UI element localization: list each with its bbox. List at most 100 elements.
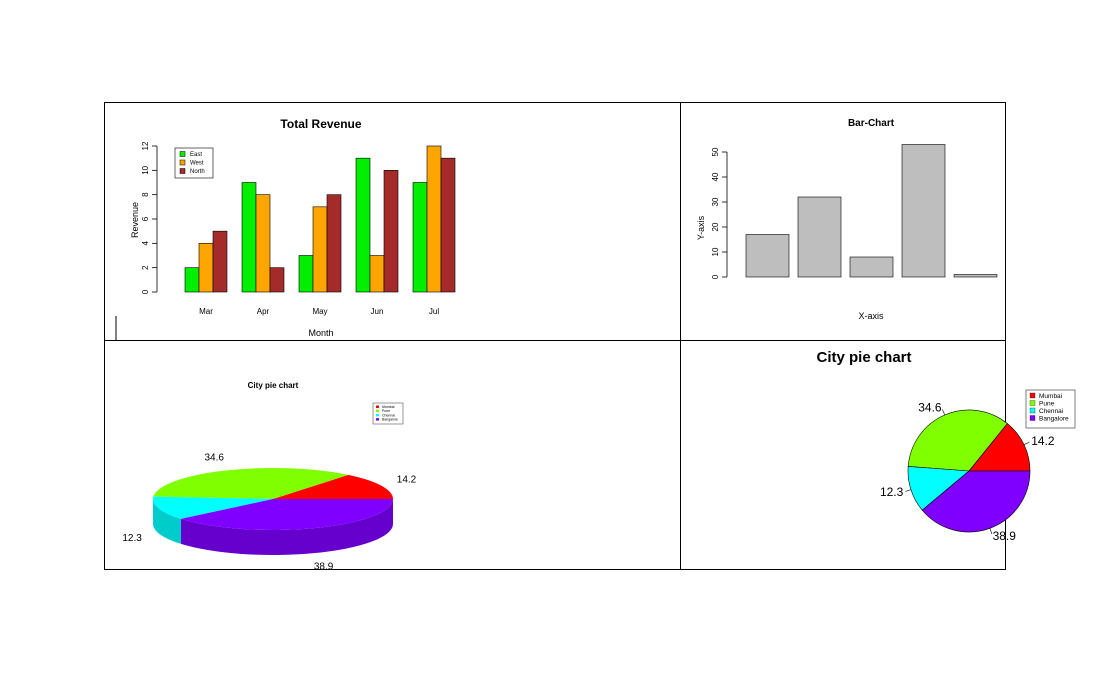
y-tick-label: 50 <box>711 147 720 156</box>
y-tick-label: 4 <box>141 241 150 246</box>
bar-east <box>355 157 371 293</box>
legend-swatch <box>376 418 379 421</box>
legend-label: North <box>190 169 205 175</box>
pie-value-label: 14.2 <box>1031 434 1055 448</box>
bar-west <box>312 206 328 293</box>
bar-chart: Bar-Chart X-axis Y-axis 0 10 20 30 40 50 <box>696 118 998 321</box>
bar-north <box>269 267 285 293</box>
y-tick-label: 20 <box>711 222 720 231</box>
bar-chart-cell: Bar-Chart X-axis Y-axis 0 10 20 30 40 50 <box>681 103 1005 341</box>
legend-label: Chennai <box>382 413 395 417</box>
bar <box>797 196 842 278</box>
pie-slice-pune <box>153 468 349 499</box>
pie-3d-chart: City pie chart 14.2 34.6 12.3 38.9 MumbaiPun… <box>122 381 417 572</box>
chart-title: City pie chart <box>248 381 299 390</box>
bar-west <box>426 145 442 293</box>
legend-box <box>372 402 404 425</box>
legend-label: Mumbai <box>1039 393 1062 400</box>
chart-title: City pie chart <box>816 349 911 366</box>
y-axis-label: Y-axis <box>696 215 706 240</box>
x-tick-label: May <box>312 307 327 316</box>
x-tick-label: Jun <box>371 307 384 316</box>
x-tick-label: Apr <box>257 307 270 316</box>
bar-north <box>326 194 342 293</box>
legend-swatch <box>179 168 186 174</box>
pie-slice-pune <box>907 409 1008 472</box>
pie-3d-plot-area: 14.2 34.6 12.3 38.9 MumbaiPuneChennaiBangalo… <box>122 402 417 572</box>
pie-value-label: 38.9 <box>314 561 334 572</box>
pie-2d-plot-area: 14.2 34.6 12.3 38.9 MumbaiPuneChennaiBangalo… <box>880 389 1076 543</box>
pie-slice-chennai <box>153 496 273 519</box>
legend-swatch <box>1029 407 1036 414</box>
pie-value-label: 12.3 <box>880 485 904 499</box>
x-axis-label: X-axis <box>858 311 884 321</box>
bar-east <box>241 182 257 293</box>
pie-2d-cell: City pie chart 14.2 34.6 12.3 38.9 Mumbai Pun… <box>681 341 1076 569</box>
y-tick-label: 2 <box>141 265 150 270</box>
bar-north <box>212 230 228 293</box>
pie-value-label: 38.9 <box>993 529 1017 543</box>
x-tick-label: Jul <box>429 307 439 316</box>
y-tick-label: 30 <box>711 197 720 206</box>
pie-2d-chart: City pie chart 14.2 34.6 12.3 38.9 MumbaiPun… <box>816 349 1076 543</box>
bar-east <box>298 255 314 293</box>
charts-table: Total Revenue Month Revenue 0 2 4 6 8 10 12 Mar… <box>104 102 1076 572</box>
legend-swatch <box>376 405 379 408</box>
legend-swatch <box>1029 415 1036 421</box>
pie-leader-line <box>989 528 993 535</box>
pie-leader-line <box>1023 441 1030 445</box>
bar-plot-area: 0 10 20 30 40 50 <box>711 144 998 279</box>
legend-label: Pune <box>1039 401 1055 408</box>
pie-value-label: 34.6 <box>918 401 942 415</box>
legend-label: West <box>190 161 204 167</box>
bar-north <box>440 157 456 293</box>
pie-slice-bangalore <box>921 470 1031 533</box>
pie-leader-line <box>942 409 946 416</box>
y-tick-label: 0 <box>141 289 150 294</box>
pie-side-chennai <box>153 499 182 544</box>
total-revenue-chart: Total Revenue Month Revenue 0 2 4 6 8 10 12 Mar… <box>115 117 456 341</box>
bar-west <box>369 255 385 293</box>
legend-swatch <box>376 409 379 413</box>
pie-slice-mumbai <box>273 474 393 499</box>
y-tick-label: 10 <box>711 247 720 256</box>
y-tick-label: 6 <box>141 216 150 221</box>
bar <box>849 256 894 278</box>
bar <box>745 234 790 278</box>
legend-swatch <box>179 159 186 166</box>
chart-title: Total Revenue <box>280 117 361 131</box>
bar-west <box>198 243 214 293</box>
y-tick-label: 0 <box>711 274 720 279</box>
pie-value-label: 14.2 <box>397 475 417 486</box>
x-axis-label: Month <box>308 328 333 338</box>
bar <box>953 274 998 278</box>
legend-label: Bangalore <box>1039 416 1069 423</box>
pie-leader-line <box>905 489 912 492</box>
pie-side-bangalore <box>181 499 393 555</box>
revenue-plot-area: 0 2 4 6 8 10 12 Mar Apr May Jun Jul East West North <box>141 141 456 316</box>
bar-east <box>184 267 200 293</box>
pie-slice-mumbai <box>968 423 1031 472</box>
bar-east <box>412 182 428 293</box>
bar <box>901 144 946 278</box>
y-tick-label: 10 <box>141 165 150 174</box>
legend-swatch <box>1029 392 1036 399</box>
pie-3d-cell: City pie chart 14.2 34.6 12.3 38.9 Mumbai Pun… <box>105 341 681 572</box>
legend-label: Bangalore <box>382 418 398 422</box>
legend-label: Mumbai <box>382 405 395 409</box>
y-tick-label: 8 <box>141 192 150 197</box>
legend-swatch <box>1029 400 1036 406</box>
chart-title: Bar-Chart <box>848 118 895 129</box>
total-revenue-cell: Total Revenue Month Revenue 0 2 4 6 8 10 12 Mar… <box>105 103 681 341</box>
legend-swatch <box>376 413 379 417</box>
x-tick-label: Mar <box>199 307 213 316</box>
legend-swatch <box>179 151 186 157</box>
pie-value-label: 12.3 <box>122 533 142 544</box>
pie-slice-bangalore <box>181 499 393 530</box>
bar-west <box>255 194 271 293</box>
legend-label: Chennai <box>1039 408 1063 415</box>
pie-value-label: 34.6 <box>204 453 224 464</box>
legend-label: Pune <box>382 409 390 413</box>
